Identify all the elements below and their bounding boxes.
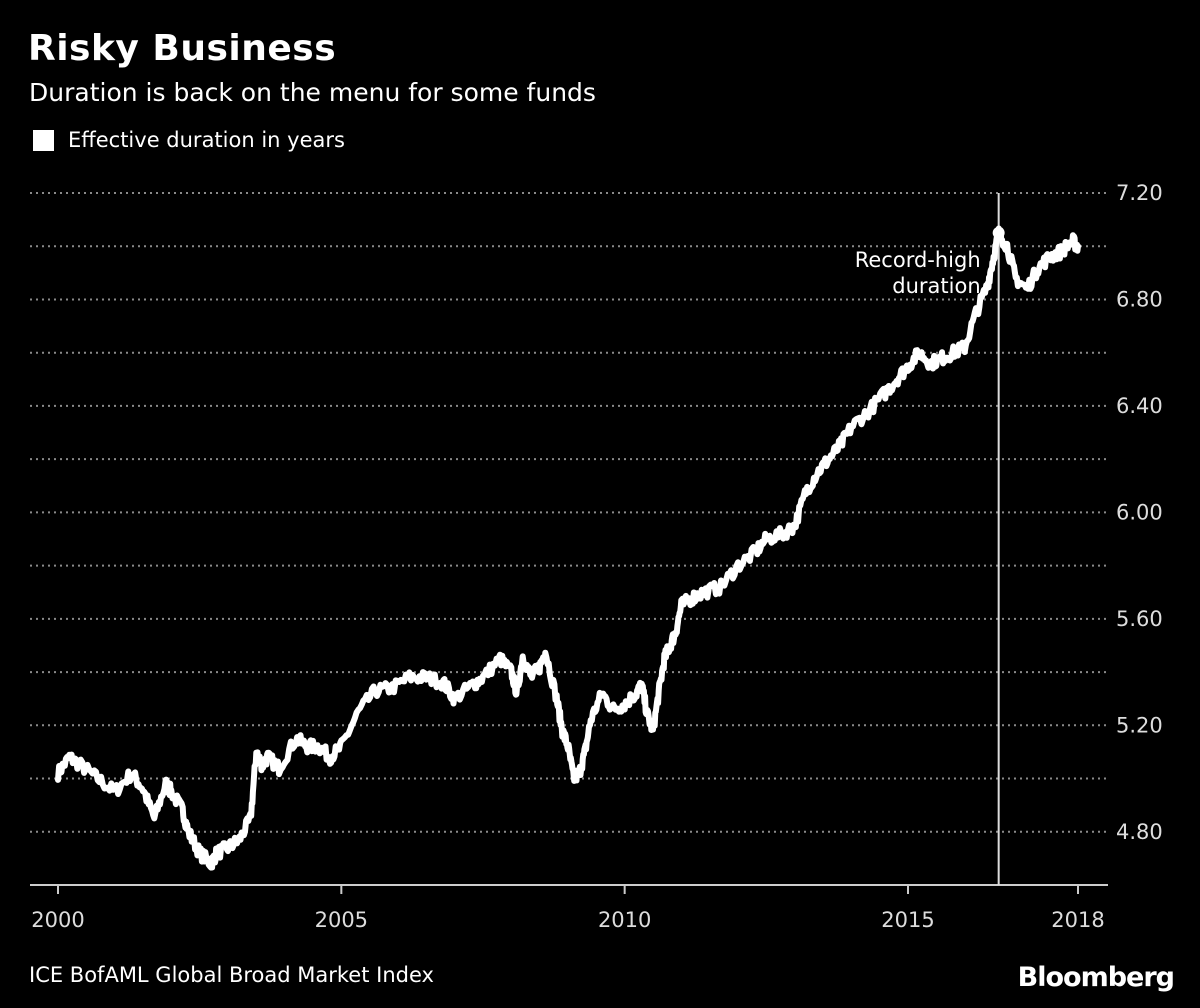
y-tick-label: 6.80 [1116, 287, 1163, 311]
record-high-point [992, 226, 1005, 239]
annotation-label: duration [892, 274, 980, 298]
y-tick-label: 4.80 [1116, 820, 1163, 844]
y-tick-label: 5.20 [1116, 713, 1163, 737]
y-tick-label: 7.20 [1116, 181, 1163, 205]
y-tick-label: 6.40 [1116, 394, 1163, 418]
legend-label: Effective duration in years [68, 128, 345, 152]
annotation-label: Record-high [855, 248, 981, 272]
legend-swatch [33, 129, 54, 151]
source-note: ICE BofAML Global Broad Market Index [29, 963, 434, 987]
x-tick-label: 2015 [881, 908, 934, 932]
x-tick-label: 2010 [598, 908, 651, 932]
series-line-effective-duration [55, 225, 1081, 871]
chart-subtitle: Duration is back on the menu for some fu… [29, 78, 596, 107]
legend: Effective duration in years [33, 128, 345, 152]
bloomberg-logo: Bloomberg [1017, 962, 1175, 993]
chart-title: Risky Business [28, 28, 337, 69]
x-tick-label: 2005 [315, 908, 368, 932]
x-tick-label: 2000 [31, 908, 84, 932]
y-tick-label: 6.00 [1116, 500, 1163, 524]
x-tick-label: 2018 [1051, 908, 1104, 932]
y-tick-label: 5.60 [1116, 607, 1163, 631]
